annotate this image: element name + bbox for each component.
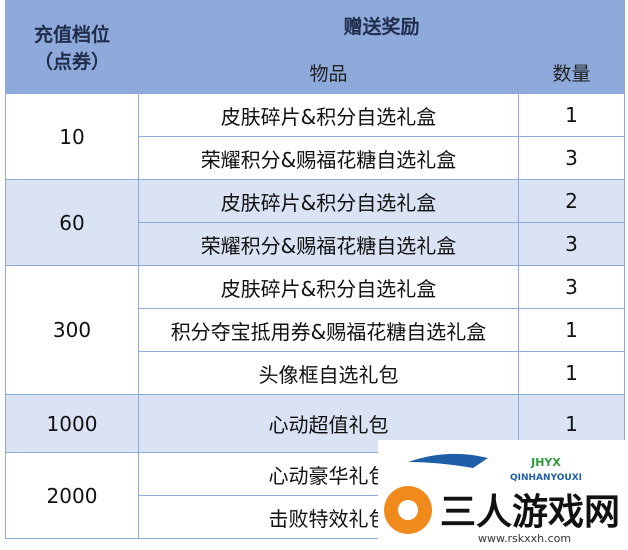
qty-cell: 1 bbox=[517, 308, 626, 352]
watermark: JHYX QINHANYOUXI 三人游戏网 www.rskxxh.com bbox=[378, 440, 628, 546]
rewards-header: 赠送奖励 bbox=[137, 0, 626, 51]
qty-cell: 3 bbox=[517, 265, 626, 309]
qty-cell: 1 bbox=[517, 351, 626, 395]
item-cell: 积分夺宝抵用券&赐福花糖自选礼盒 bbox=[138, 308, 519, 352]
tier-unit: （点券） bbox=[33, 51, 110, 73]
row: 荣耀积分&赐福花糖自选礼盒 3 bbox=[6, 222, 626, 266]
item-cell: 荣耀积分&赐福花糖自选礼盒 bbox=[138, 136, 519, 180]
brand: JHYX bbox=[530, 456, 561, 469]
item-cell: 皮肤碎片&积分自选礼盒 bbox=[138, 179, 519, 223]
site-name: 三人游戏网 bbox=[440, 492, 620, 533]
watermark-logo: JHYX QINHANYOUXI 三人游戏网 www.rskxxh.com bbox=[384, 453, 620, 545]
item-cell: 荣耀积分&赐福花糖自选礼盒 bbox=[138, 222, 519, 266]
row: 60 皮肤碎片&积分自选礼盒 2 bbox=[5, 179, 626, 266]
tier-cell: 60 bbox=[5, 179, 139, 266]
qty-cell: 3 bbox=[517, 136, 626, 180]
tier-cell: 300 bbox=[5, 265, 139, 395]
row: 头像框自选礼包 1 bbox=[6, 351, 626, 395]
qty-cell: 3 bbox=[517, 222, 626, 266]
tier-cell: 1000 bbox=[5, 394, 139, 453]
qty-cell: 2 bbox=[517, 179, 626, 223]
tier-cell: 10 bbox=[5, 93, 139, 180]
table-body: 10 皮肤碎片&积分自选礼盒 1 荣耀积分&赐福花糖自选礼盒 3 60 皮肤碎片&积分自选礼… bbox=[5, 93, 626, 539]
tier-header: 充值档位 （点券） bbox=[5, 0, 139, 94]
qty-cell: 1 bbox=[517, 93, 626, 137]
tier-cell: 2000 bbox=[5, 452, 139, 539]
reward-table: 充值档位 （点券） 赠送奖励 物品 数量 10 皮肤碎片&积分自选礼盒 1 荣耀积分&赐福… bbox=[5, 0, 626, 539]
logo-inner bbox=[398, 500, 418, 520]
item-cell: 头像框自选礼包 bbox=[138, 351, 519, 395]
qty-header: 数量 bbox=[517, 50, 626, 94]
item-header: 物品 bbox=[138, 50, 519, 94]
item-cell: 皮肤碎片&积分自选礼盒 bbox=[138, 265, 519, 309]
row: 300 皮肤碎片&积分自选礼盒 3 bbox=[5, 265, 626, 395]
row: 荣耀积分&赐福花糖自选礼盒 3 bbox=[6, 136, 626, 180]
row: 10 皮肤碎片&积分自选礼盒 1 bbox=[5, 93, 626, 180]
tier-title: 充值档位 bbox=[33, 24, 110, 46]
logo-swoosh bbox=[408, 453, 488, 468]
item-cell: 皮肤碎片&积分自选礼盒 bbox=[138, 93, 519, 137]
pinyin: QINHANYOUXI bbox=[510, 473, 582, 483]
site-url: www.rskxxh.com bbox=[478, 532, 571, 545]
